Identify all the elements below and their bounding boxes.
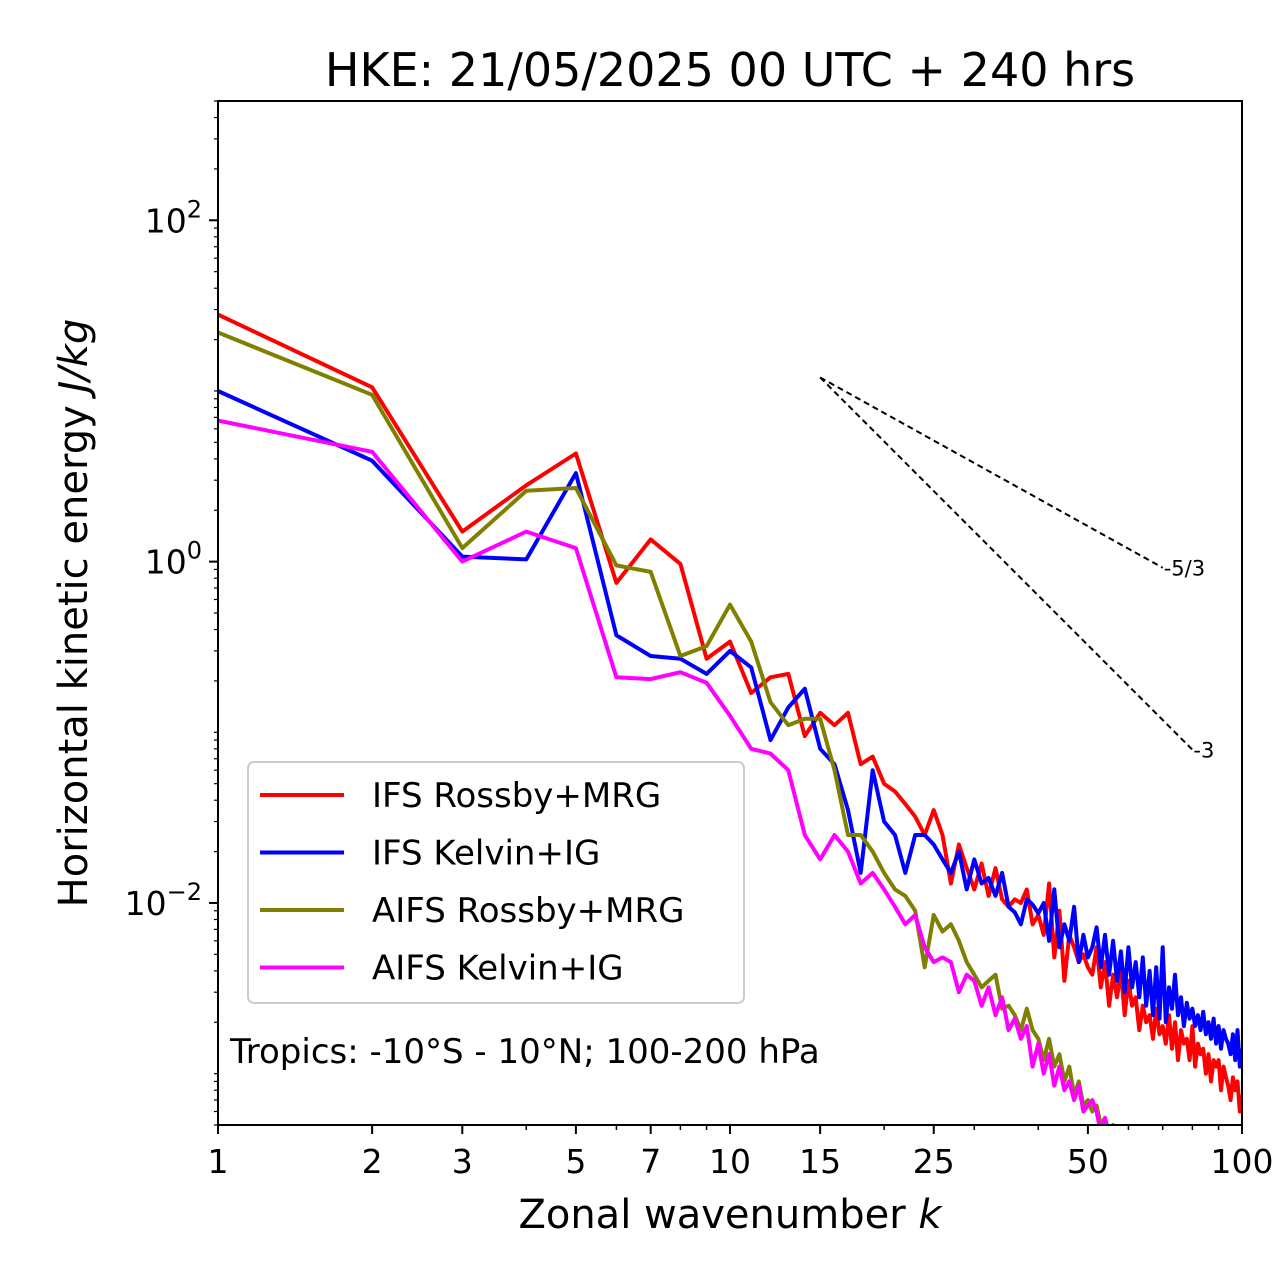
x-axis-label: Zonal wavenumber k: [518, 1192, 943, 1238]
y-tick-label: 10−2: [125, 878, 202, 923]
legend-box: [247, 761, 745, 1004]
chart-title: HKE: 21/05/2025 00 UTC + 240 hrs: [325, 43, 1135, 97]
x-tick-label: 5: [565, 1142, 586, 1181]
y-axis-label-text: Horizontal kinetic energy: [51, 393, 97, 908]
series-layer: [218, 312, 1242, 1125]
y-axis: 10−2 100 102: [125, 100, 218, 1126]
x-tick-label: 15: [799, 1142, 841, 1181]
series-line: [218, 389, 1242, 1069]
x-tick-label: 10: [709, 1142, 751, 1181]
reference-slope-line: [819, 376, 1164, 569]
y-axis-label: Horizontal kinetic energy J/kg: [51, 319, 97, 908]
reference-slope-label: -3: [1193, 739, 1214, 763]
x-tick-label: 50: [1067, 1142, 1109, 1181]
legend-items: IFS Rossby+MRG IFS Kelvin+IG AIFS Rossby+M…: [260, 776, 684, 989]
series-line: [218, 418, 1109, 1125]
legend-label: AIFS Kelvin+IG: [372, 949, 624, 989]
y-tick-label: 102: [145, 195, 202, 240]
x-tick-label: 25: [913, 1142, 955, 1181]
legend-label: IFS Kelvin+IG: [372, 834, 600, 874]
region-annotation: Tropics: -10°S - 10°N; 100-200 hPa: [229, 1032, 820, 1072]
legend-label: AIFS Rossby+MRG: [372, 891, 684, 931]
x-axis: 1 2 3 5 7 10 15 25 50 100: [208, 1125, 1274, 1181]
reference-slope-label: -5/3: [1164, 557, 1205, 581]
x-tick-label: 7: [640, 1142, 661, 1181]
y-axis-label-unit: J/kg: [51, 319, 97, 400]
legend-label: IFS Rossby+MRG: [372, 776, 661, 816]
series-line: [218, 312, 1242, 1114]
legend: IFS Rossby+MRG IFS Kelvin+IG AIFS Rossby+M…: [247, 761, 745, 1004]
x-axis-label-var: k: [918, 1192, 943, 1238]
x-tick-label: 100: [1211, 1142, 1274, 1181]
x-axis-label-text: Zonal wavenumber: [518, 1192, 918, 1238]
x-tick-label: 3: [452, 1142, 473, 1181]
reference-slope-line: [819, 376, 1194, 751]
series-line: [218, 330, 1116, 1125]
reference-lines: -5/3 -3: [819, 376, 1214, 763]
y-tick-label: 100: [145, 537, 202, 582]
x-tick-label: 2: [362, 1142, 383, 1181]
x-tick-label: 1: [208, 1142, 229, 1181]
